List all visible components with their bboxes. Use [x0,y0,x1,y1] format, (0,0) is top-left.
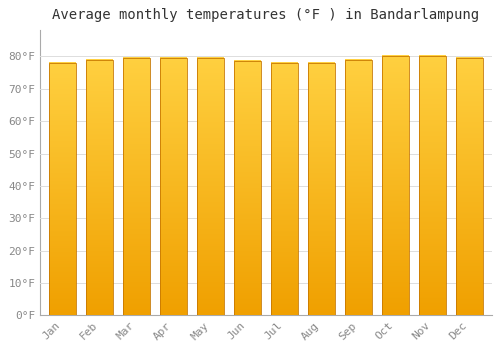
Bar [308,63,335,315]
Bar [234,61,260,315]
Bar [123,58,150,315]
Bar [86,60,113,315]
Bar [49,63,76,315]
Bar [271,63,298,315]
Bar [160,58,186,315]
Bar [419,56,446,315]
Bar [197,58,224,315]
Bar [456,58,483,315]
Bar [345,60,372,315]
Bar [382,56,409,315]
Title: Average monthly temperatures (°F ) in Bandarlampung: Average monthly temperatures (°F ) in Ba… [52,8,480,22]
